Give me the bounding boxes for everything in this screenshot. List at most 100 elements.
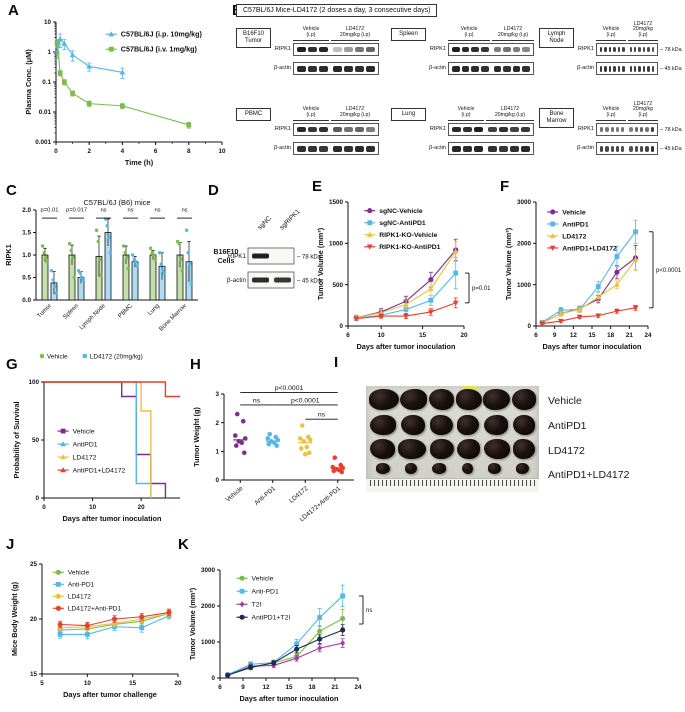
protein-band [344, 47, 353, 52]
svg-text:Days after tumor inoculation: Days after tumor inoculation [357, 342, 456, 351]
protein-band [480, 65, 489, 72]
protein-band [471, 47, 479, 52]
protein-band [651, 47, 655, 52]
svg-text:LD4172: LD4172 [68, 594, 91, 601]
protein-band [333, 145, 342, 152]
gel-box [596, 142, 658, 155]
photo-label-combo: AntiPD1+LD4172 [548, 469, 630, 481]
svg-text:Probability of Survival: Probability of Survival [12, 401, 21, 478]
axes [217, 569, 359, 681]
svg-text:– 78 kDa: – 78 kDa [297, 255, 322, 261]
blot-block-0: B16F10 Tumor Vehicle (i.p) LD4172 20mg/kg (i.… [236, 24, 386, 98]
panel-label-i: I [334, 354, 339, 371]
svg-text:3000: 3000 [517, 199, 532, 206]
tumor-blob [455, 389, 482, 410]
tumor-weight-dot [274, 443, 280, 448]
gel-box [293, 142, 379, 155]
protein-band [355, 127, 364, 132]
series-antipd1+ld4172 [539, 304, 639, 327]
series-ld4172 [44, 381, 152, 498]
svg-text:2: 2 [87, 148, 91, 155]
treatment-column-label: LD4172 20mg/kg (i.p) [628, 101, 658, 121]
protein-band [308, 145, 317, 152]
svg-text:6: 6 [346, 332, 350, 339]
svg-text:15: 15 [30, 671, 38, 678]
tumor-volume-ko-chart: 6 10 15 20 0 500 1000 1500 Days after tumor inoc… [316, 199, 491, 351]
tumor-blob [483, 439, 510, 459]
series-t2i [225, 638, 346, 679]
photo-label-antipd1: AntiPD1 [548, 420, 587, 432]
blot-block-1: Spleen Vehicle (i.p) LD4172 20mg/kg (i.p) RIP… [391, 24, 541, 98]
protein-band [647, 65, 650, 72]
series-antipd1+ld4172 [44, 381, 180, 398]
tissue-label: B16F10 Tumor [236, 28, 271, 48]
protein-band [503, 65, 511, 72]
data-dot [54, 291, 58, 295]
data-dot [134, 260, 138, 264]
protein-band [651, 65, 655, 72]
tumor-photo [366, 386, 539, 492]
tumor-weight-dot [299, 423, 305, 428]
panel-label-c: C [6, 182, 17, 199]
svg-text:25: 25 [30, 561, 38, 568]
protein-band [615, 127, 620, 132]
treatment-column-label: Vehicle (i.p) [293, 104, 329, 121]
svg-text:Vehicle: Vehicle [73, 428, 95, 435]
protein-band [613, 47, 616, 52]
protein-band [355, 65, 364, 72]
molecular-weight-marker: – 45 kDa [660, 66, 682, 72]
data-dot [40, 244, 45, 248]
svg-text:6: 6 [154, 148, 158, 155]
protein-band [604, 47, 607, 52]
svg-text:p<0.0001: p<0.0001 [291, 397, 320, 404]
protein-band [488, 145, 497, 152]
western-blot-panel: C57BL/6J Mice-LD4172 (2 doses a day, 3 c… [236, 4, 685, 180]
data-dot [126, 266, 130, 271]
protein-band [629, 127, 633, 132]
svg-text:20: 20 [138, 504, 146, 511]
svg-text:C57BL/6J (i.p. 10mg/kg): C57BL/6J (i.p. 10mg/kg) [121, 30, 203, 39]
gel-box [448, 142, 534, 155]
tumor-weight-dot [232, 433, 238, 438]
tissue-label: Spleen [391, 28, 426, 41]
protein-band [452, 127, 461, 132]
svg-text:6: 6 [218, 684, 222, 691]
tumor-weight-dot [306, 450, 312, 456]
tumor-blob [512, 389, 537, 410]
svg-text:Days after tumor inoculation: Days after tumor inoculation [240, 694, 339, 703]
data-dot [123, 251, 127, 255]
svg-text:Tumor Weight (g): Tumor Weight (g) [192, 407, 201, 467]
svg-text:10: 10 [89, 504, 97, 511]
data-dot [44, 255, 48, 259]
svg-text:10: 10 [378, 332, 386, 339]
panel-label-g: G [6, 356, 18, 373]
svg-text:Tumor: Tumor [37, 303, 53, 319]
svg-text:AntiPD1+LD4172: AntiPD1+LD4172 [562, 245, 617, 252]
protein-band [333, 127, 342, 132]
blot-row-label: β-actin [429, 65, 446, 71]
svg-text:10: 10 [218, 148, 226, 155]
tissue-label: Lymph Node [539, 28, 574, 48]
significance-bracket [649, 231, 654, 309]
axes [41, 381, 180, 501]
molecular-weight-marker: – 78 kDa [660, 127, 682, 133]
svg-text:Spleen: Spleen [62, 303, 79, 320]
protein-band [640, 127, 644, 132]
data-dot [67, 242, 72, 246]
svg-text:1: 1 [47, 49, 51, 56]
tumor-blob [461, 463, 473, 474]
axes [533, 201, 649, 329]
svg-text:0.1: 0.1 [42, 79, 51, 86]
blot-block-5: Bone Marrow Vehicle (i.p) LD4172 20mg/kg (i.p… [539, 101, 685, 178]
protein-band [629, 65, 632, 72]
tumor-blob [432, 463, 447, 474]
protein-band [600, 47, 603, 52]
data-dot [98, 257, 102, 262]
gel-box [596, 62, 658, 75]
tumor-blob [483, 389, 511, 410]
svg-text:Anti-PD1: Anti-PD1 [252, 589, 279, 596]
series-vehicle [44, 381, 167, 498]
data-dot [105, 224, 109, 228]
protein-band [355, 47, 364, 52]
treatment-column-label: Vehicle (i.p) [293, 24, 329, 41]
